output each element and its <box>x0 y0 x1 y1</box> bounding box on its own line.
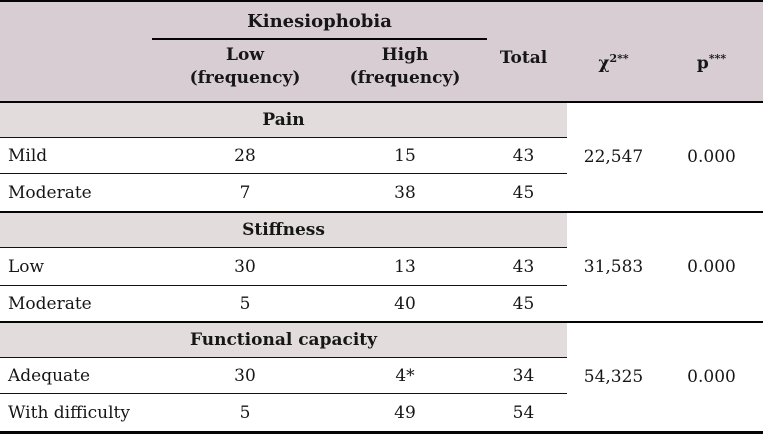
rule-below-pain-band <box>0 137 567 138</box>
chi-square-value: 22,547 <box>583 147 644 167</box>
section-divider <box>0 211 763 213</box>
column-header-chi-square: χ2** <box>567 47 660 76</box>
cell-high-frequency: 40 <box>394 293 416 314</box>
row-label: With difficulty <box>8 402 130 423</box>
row-label: Moderate <box>8 182 92 203</box>
cell-total: 43 <box>512 256 535 277</box>
table-header: Kinesiophobia Low (frequency) High (freq… <box>0 2 763 101</box>
cell-total: 34 <box>512 365 535 386</box>
chi-symbol: χ <box>598 53 610 74</box>
cell-total: 54 <box>512 402 535 423</box>
group-header-underline <box>152 38 487 40</box>
table-bottom-border <box>0 431 763 434</box>
cell-high-frequency: 4* <box>395 365 415 386</box>
p-value: 0.000 <box>687 147 736 167</box>
column-header-high-line1: High <box>381 45 429 65</box>
row-label: Mild <box>8 145 48 166</box>
table-top-border <box>0 0 763 2</box>
cell-low-frequency: 28 <box>234 145 256 166</box>
cell-high-frequency: 38 <box>394 182 416 203</box>
row-separator <box>0 393 567 394</box>
chi-square-value: 54,325 <box>583 367 644 387</box>
table-row: Mild 28 15 43 <box>0 138 567 173</box>
p-value: 0.000 <box>687 367 736 387</box>
section-pain: Pain Mild 28 15 43 Moderate 7 38 45 22,5… <box>0 103 763 211</box>
cell-high-frequency: 15 <box>394 145 416 166</box>
table-row: Low 30 13 43 <box>0 248 567 285</box>
p-value: 0.000 <box>687 257 736 277</box>
column-header-total: Total <box>499 48 548 68</box>
cell-high-frequency: 49 <box>394 402 416 423</box>
chi-superscript: 2** <box>609 52 629 65</box>
column-header-low-line1: Low <box>226 45 264 65</box>
section-divider <box>0 321 763 323</box>
cell-total: 43 <box>512 145 535 166</box>
cell-high-frequency: 13 <box>394 256 416 277</box>
column-header-high-frequency: High (frequency) <box>330 44 480 90</box>
column-header-p-value: p*** <box>660 47 763 76</box>
row-separator <box>0 173 567 174</box>
cell-low-frequency: 5 <box>239 293 251 314</box>
section-title-stiffness: Stiffness <box>0 213 567 247</box>
cell-total: 45 <box>512 293 535 314</box>
column-header-high-line2: (frequency) <box>349 68 461 88</box>
column-header-low-frequency: Low (frequency) <box>160 44 330 90</box>
table-row: Adequate 30 4* 34 <box>0 358 567 393</box>
kinesiophobia-group-header: Kinesiophobia <box>152 9 487 40</box>
cell-low-frequency: 30 <box>234 365 256 386</box>
chi-square-value: 31,583 <box>583 257 644 277</box>
header-bottom-rule <box>0 101 763 103</box>
section-title-pain: Pain <box>0 103 567 137</box>
cell-low-frequency: 30 <box>234 256 256 277</box>
p-symbol: p <box>696 53 709 74</box>
p-superscript: *** <box>708 52 727 65</box>
table-row: With difficulty 5 49 54 <box>0 394 567 431</box>
row-label: Adequate <box>8 365 91 386</box>
rule-below-stiffness-band <box>0 247 567 248</box>
section-stiffness: Stiffness Low 30 13 43 Moderate 5 40 45 … <box>0 213 763 321</box>
row-label: Moderate <box>8 293 92 314</box>
table-row: Moderate 5 40 45 <box>0 286 567 321</box>
cell-low-frequency: 7 <box>239 182 251 203</box>
group-header-label: Kinesiophobia <box>247 11 392 32</box>
cell-low-frequency: 5 <box>239 402 251 423</box>
row-separator <box>0 285 567 286</box>
section-functional-capacity: Functional capacity Adequate 30 4* 34 Wi… <box>0 323 763 431</box>
row-label: Low <box>8 256 45 277</box>
cell-total: 45 <box>512 182 535 203</box>
section-title-functional-capacity: Functional capacity <box>0 323 567 357</box>
column-header-low-line2: (frequency) <box>189 68 301 88</box>
table-row: Moderate 7 38 45 <box>0 174 567 211</box>
rule-below-functional-band <box>0 357 567 358</box>
